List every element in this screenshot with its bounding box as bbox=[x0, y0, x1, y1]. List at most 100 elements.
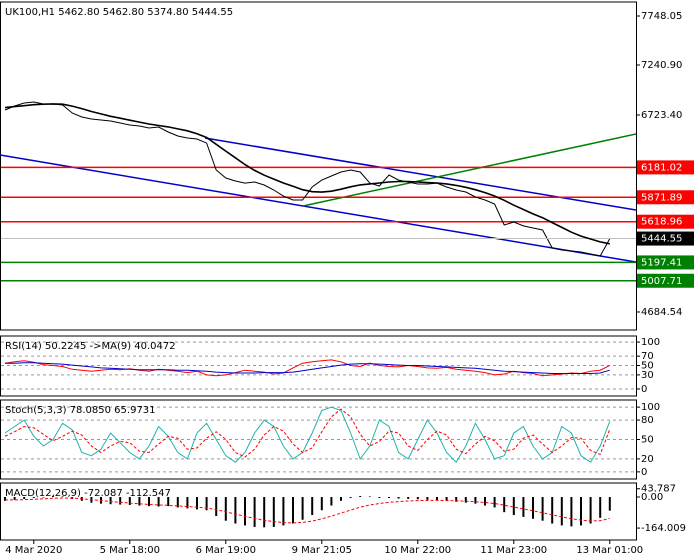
x-tick-label: 5 Mar 18:00 bbox=[100, 545, 160, 556]
series-line bbox=[4, 101, 611, 257]
level-box bbox=[637, 214, 694, 229]
y-tick-label: 20 bbox=[641, 454, 654, 465]
level-label: 6181.02 bbox=[641, 162, 682, 173]
level-label: 5618.96 bbox=[641, 217, 682, 228]
histogram-bar bbox=[474, 497, 477, 504]
y-tick-label: 50 bbox=[641, 361, 654, 372]
histogram-bar bbox=[119, 497, 122, 505]
histogram-bar bbox=[445, 497, 448, 501]
histogram-bar bbox=[167, 497, 170, 507]
x-tick-label: 11 Mar 23:00 bbox=[480, 545, 547, 556]
trendline bbox=[0, 154, 637, 263]
histogram-bar bbox=[311, 497, 314, 516]
y-tick-label: 70 bbox=[641, 351, 654, 362]
panel-frame bbox=[0, 482, 637, 541]
histogram-bar bbox=[599, 497, 602, 518]
histogram-bar bbox=[282, 497, 285, 526]
histogram-bar bbox=[436, 497, 438, 501]
histogram-bar bbox=[215, 497, 218, 516]
series-line bbox=[5, 497, 610, 524]
y-tick-label: 50 bbox=[641, 435, 654, 446]
level-box bbox=[637, 255, 694, 270]
y-tick-label: 7748.05 bbox=[641, 11, 682, 22]
y-tick-label: 43.787 bbox=[641, 484, 676, 495]
histogram-bar bbox=[244, 497, 246, 526]
x-tick-label: 9 Mar 21:05 bbox=[292, 545, 352, 556]
last-price-box bbox=[637, 231, 694, 246]
y-tick-label: 80 bbox=[641, 415, 654, 426]
series-line bbox=[4, 359, 611, 377]
series-line bbox=[4, 406, 611, 464]
histogram-bar bbox=[52, 496, 54, 498]
level-box bbox=[637, 190, 694, 205]
histogram-bar bbox=[157, 497, 160, 507]
histogram-bar bbox=[368, 496, 371, 498]
histogram-bar bbox=[580, 497, 582, 526]
level-box bbox=[637, 273, 694, 288]
histogram-bar bbox=[512, 497, 515, 516]
histogram-bar bbox=[407, 497, 410, 499]
histogram-bar bbox=[416, 497, 419, 500]
histogram-bar bbox=[532, 497, 534, 519]
histogram-bar bbox=[32, 497, 35, 498]
histogram-bar bbox=[608, 497, 611, 511]
y-tick-label: 100 bbox=[641, 402, 660, 413]
y-tick-label: 6723.40 bbox=[641, 110, 682, 121]
histogram-bar bbox=[42, 497, 45, 498]
histogram-bar bbox=[320, 497, 323, 511]
histogram-bar bbox=[522, 497, 525, 517]
histogram-bar bbox=[148, 497, 150, 507]
y-tick-label: 0.00 bbox=[641, 492, 663, 503]
y-tick-label: 0 bbox=[641, 467, 647, 478]
level-box bbox=[637, 160, 694, 175]
histogram-bar bbox=[378, 497, 381, 498]
series-line bbox=[5, 362, 610, 374]
level-label: 5871.89 bbox=[641, 192, 682, 203]
x-tick-label: 4 Mar 2020 bbox=[5, 545, 62, 556]
histogram-bar bbox=[13, 497, 16, 500]
histogram-bar bbox=[109, 497, 112, 505]
y-tick-label: -164.009 bbox=[641, 523, 686, 534]
histogram-bar bbox=[388, 497, 390, 498]
histogram-bar bbox=[464, 497, 467, 503]
trendline bbox=[302, 133, 637, 207]
histogram-bar bbox=[589, 497, 592, 524]
histogram-bar bbox=[263, 497, 266, 528]
histogram-bar bbox=[253, 497, 256, 527]
histogram-bar bbox=[4, 497, 6, 501]
histogram-bar bbox=[426, 497, 429, 500]
histogram-bar bbox=[330, 497, 333, 506]
x-tick-label: 6 Mar 19:00 bbox=[196, 545, 256, 556]
y-tick-label: 4684.54 bbox=[641, 307, 682, 318]
panel-title: Stoch(5,3,3) 78.0850 65.9731 bbox=[5, 405, 156, 416]
histogram-bar bbox=[349, 497, 352, 498]
histogram-bar bbox=[551, 497, 554, 524]
histogram-bar bbox=[503, 497, 506, 513]
level-label: 5197.41 bbox=[641, 257, 682, 268]
histogram-bar bbox=[186, 497, 189, 509]
panel-title: RSI(14) 50.2245 ->MA(9) 40.0472 bbox=[5, 341, 176, 352]
panel-title: UK100,H1 5462.80 5462.80 5374.80 5444.55 bbox=[5, 7, 233, 18]
histogram-bar bbox=[560, 497, 563, 526]
histogram-bar bbox=[176, 497, 179, 508]
histogram-bar bbox=[484, 497, 486, 506]
histogram-bar bbox=[397, 497, 400, 499]
y-tick-label: 30 bbox=[641, 370, 654, 381]
histogram-bar bbox=[292, 497, 294, 524]
histogram-bar bbox=[234, 497, 237, 524]
histogram-bar bbox=[23, 497, 26, 499]
histogram-bar bbox=[541, 497, 544, 521]
series-line bbox=[4, 408, 611, 458]
histogram-bar bbox=[196, 497, 198, 510]
histogram-bar bbox=[359, 496, 362, 498]
last-price-label: 5444.55 bbox=[641, 234, 682, 245]
histogram-bar bbox=[340, 497, 342, 501]
histogram-bar bbox=[301, 497, 304, 520]
histogram-bar bbox=[272, 497, 275, 527]
panel-frame bbox=[0, 1, 637, 331]
level-label: 5007.71 bbox=[641, 276, 682, 287]
histogram-bar bbox=[493, 497, 496, 508]
histogram-bar bbox=[205, 497, 208, 511]
histogram-bar bbox=[138, 497, 141, 506]
